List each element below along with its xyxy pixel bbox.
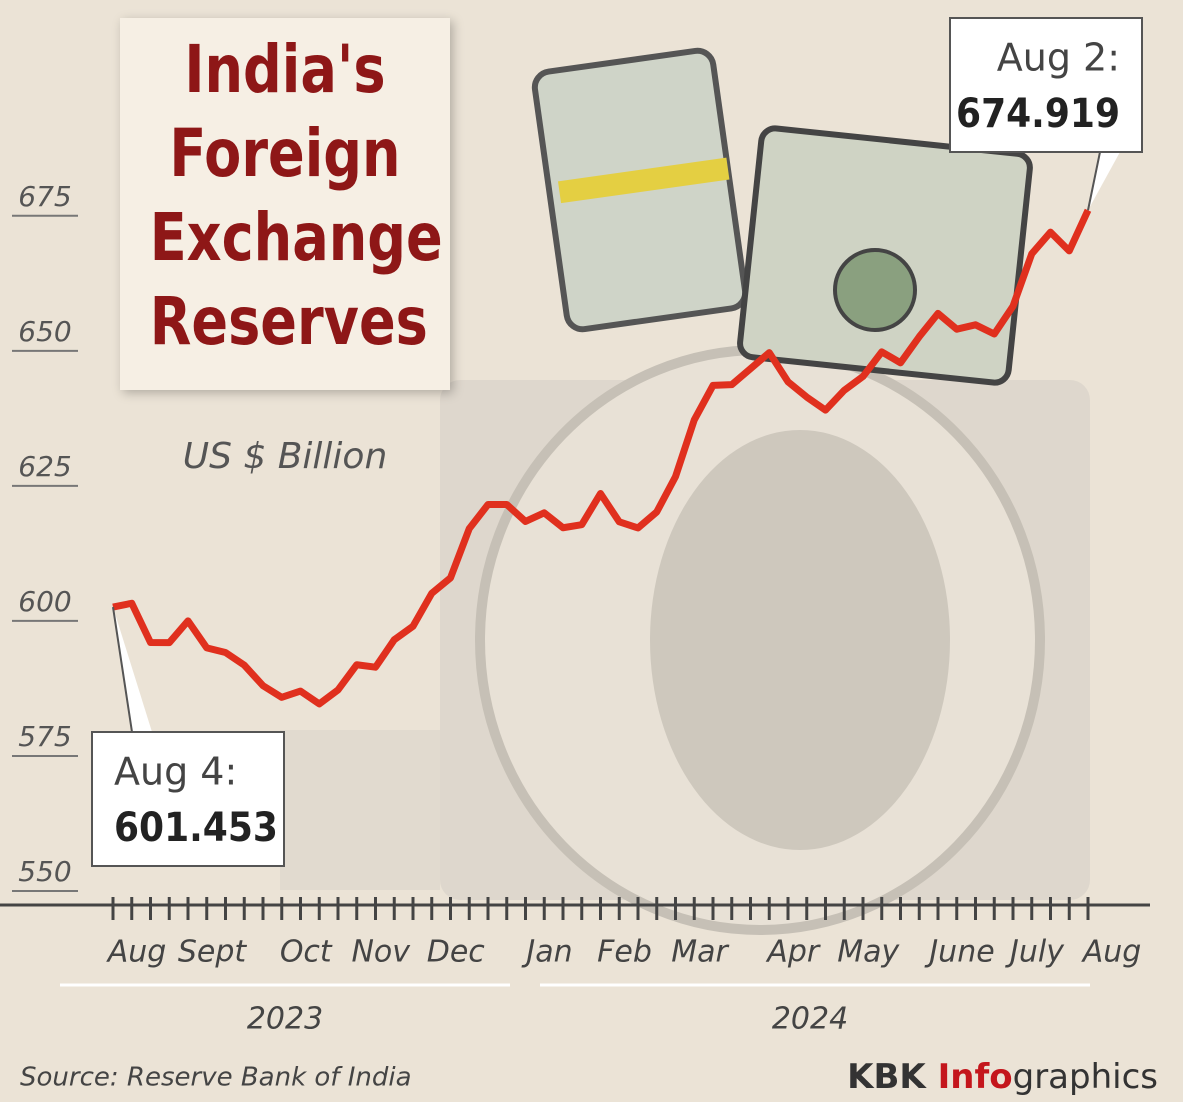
callout-date: Aug 2: (997, 36, 1120, 80)
banknote-decoration (280, 345, 1090, 935)
chart-title: India's Foreign Exchange Reserves (149, 31, 443, 360)
year-label: 2024 (772, 1002, 848, 1037)
y-tick-label: 675 (18, 180, 71, 213)
data-line (112, 208, 1092, 708)
brand: KBK Infographics (847, 1057, 1158, 1097)
subtitle: US $ Billion (183, 436, 388, 477)
x-tick-label: June (924, 935, 994, 970)
x-tick-label: Dec (427, 935, 486, 970)
x-tick-label: July (1005, 935, 1065, 970)
x-tick-label: Aug (106, 935, 167, 970)
callout-date: Aug 4: (114, 750, 237, 794)
y-tick-label: 575 (18, 720, 71, 753)
y-tick-label: 550 (18, 855, 71, 888)
callout-box (91, 731, 285, 867)
callout-pointer (1087, 151, 1120, 211)
title-card: India's Foreign Exchange Reserves (120, 18, 450, 390)
x-tick-label: Apr (765, 935, 821, 970)
brand-highlight: Info (938, 1057, 1013, 1097)
year-label: 2023 (247, 1002, 323, 1037)
brand-name: KBK (847, 1057, 927, 1097)
callout-box (949, 17, 1143, 153)
y-tick-label: 625 (18, 450, 71, 483)
brand-rest: graphics (1013, 1057, 1158, 1097)
x-tick-label: Feb (597, 935, 652, 970)
x-tick-label: Nov (351, 935, 411, 970)
callout-value: 601.453 (114, 804, 278, 850)
y-tick-label: 650 (18, 315, 71, 348)
x-tick-label: Jan (521, 935, 572, 970)
x-tick-label: Oct (280, 935, 333, 970)
y-tick-label: 600 (18, 585, 71, 618)
x-tick-label: Sept (178, 935, 248, 970)
x-tick-label: Mar (671, 935, 729, 970)
money-rolls (531, 47, 1033, 386)
x-tick-label: Aug (1081, 935, 1142, 970)
callout-value: 674.919 (956, 90, 1120, 136)
x-tick-label: May (837, 935, 900, 970)
source: Source: Reserve Bank of India (20, 1063, 412, 1093)
